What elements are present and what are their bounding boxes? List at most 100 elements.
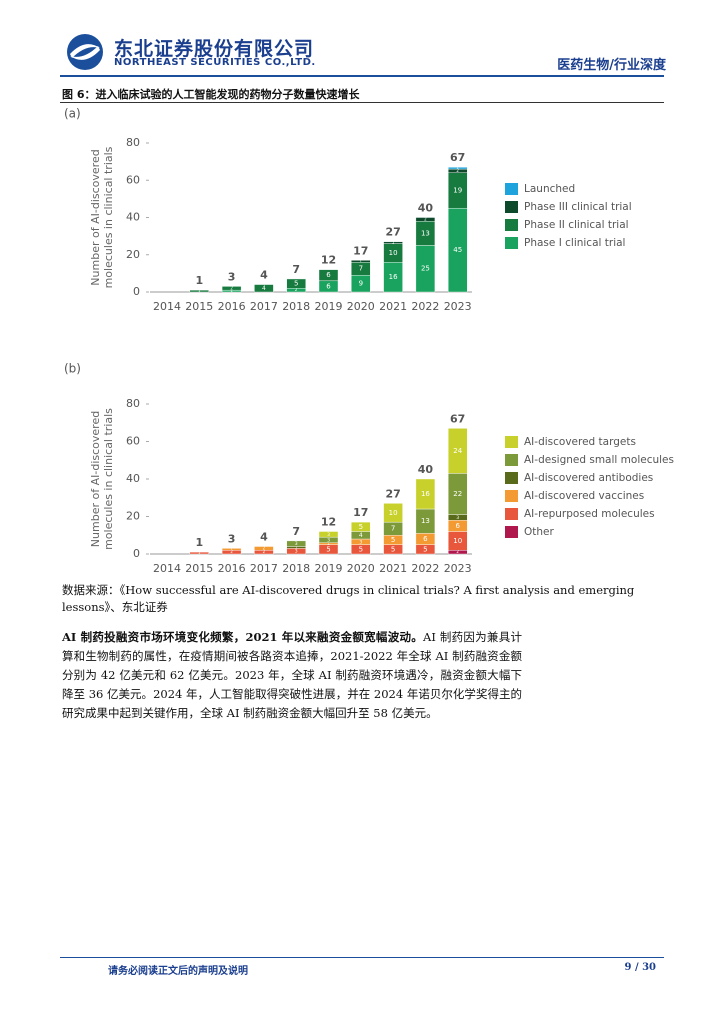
x-tick-label: 2018	[282, 562, 310, 575]
company-cn: 东北证券股份有限公司	[114, 38, 315, 60]
segment-label: 5	[391, 545, 395, 553]
legend-swatch	[505, 508, 518, 520]
bar-segment	[383, 241, 403, 244]
segment-label: 3	[456, 515, 459, 521]
total-label: 3	[228, 270, 236, 283]
segment-label: 2	[263, 549, 266, 554]
y-tick-label: 20	[126, 248, 140, 261]
y-tick-label: 60	[126, 435, 140, 448]
bar-segment	[254, 284, 274, 293]
y-axis-label: molecules in clinical trials	[102, 146, 115, 288]
segment-label: 2	[456, 168, 459, 173]
x-tick-label: 2020	[347, 300, 375, 313]
header-rule	[60, 75, 664, 77]
x-tick-label: 2020	[347, 562, 375, 575]
total-label: 12	[321, 254, 336, 267]
y-tick-label: 0	[133, 547, 140, 560]
x-tick-label: 2021	[379, 300, 407, 313]
segment-label: 2	[456, 549, 459, 554]
segment-label: 6	[326, 271, 331, 279]
panel-label: (a)	[64, 107, 81, 121]
bar-segment	[189, 289, 210, 293]
segment-label: 2	[424, 216, 427, 221]
segment-label: 3	[295, 549, 298, 555]
segment-label: 45	[453, 246, 462, 254]
x-tick-label: 2022	[411, 300, 439, 313]
segment-label: 1	[198, 550, 201, 555]
legend-label: Other	[524, 526, 554, 538]
figure-title: 图 6：进入临床试验的人工智能发现的药物分子数量快速增长	[62, 88, 360, 101]
x-tick-label: 2023	[444, 300, 472, 313]
segment-label: 1	[230, 546, 233, 551]
segment-label: 10	[389, 249, 398, 257]
x-tick-label: 2014	[153, 562, 181, 575]
legend-swatch	[505, 237, 518, 249]
total-label: 7	[292, 263, 300, 276]
logo	[67, 34, 103, 70]
bar-segment	[221, 548, 242, 551]
paragraph: AI 制药投融资市场环境变化频繁，2021 年以来融资金额宽幅波动。AI 制药因…	[62, 628, 522, 723]
segment-label: 13	[421, 517, 430, 525]
x-tick-label: 2019	[315, 562, 343, 575]
bar-segment	[221, 286, 242, 291]
segment-label: 16	[421, 490, 430, 498]
segment-label: 6	[326, 282, 331, 290]
page-number: 9 / 30	[624, 962, 657, 973]
segment-label: 2	[263, 545, 266, 550]
x-tick-label: 2015	[185, 562, 213, 575]
bar-segment	[189, 551, 210, 555]
segment-label: 1	[327, 541, 330, 546]
y-axis-label: Number of AI-discovered	[89, 411, 102, 547]
segment-label: 6	[455, 522, 460, 530]
segment-label: 2	[230, 285, 233, 290]
x-tick-label: 2019	[315, 300, 343, 313]
x-tick-label: 2021	[379, 562, 407, 575]
segment-label: 5	[326, 545, 330, 553]
legend-swatch	[505, 436, 518, 448]
legend-swatch	[505, 526, 518, 538]
legend-swatch	[505, 219, 518, 231]
legend-label: Phase I clinical trial	[524, 237, 625, 249]
y-axis-label: Number of AI-discovered	[89, 149, 102, 285]
legend-swatch	[505, 490, 518, 502]
total-label: 12	[321, 516, 336, 529]
segment-label: 25	[421, 265, 430, 273]
bar-segment	[286, 540, 306, 547]
y-tick-label: 60	[126, 173, 140, 186]
segment-label: 7	[359, 265, 363, 273]
bar-segment	[351, 521, 371, 532]
legend-swatch	[505, 454, 518, 466]
bar-segment	[286, 278, 306, 289]
segment-label: 1	[360, 258, 363, 263]
segment-label: 1	[198, 288, 201, 293]
segment-label: 4	[262, 285, 266, 292]
x-tick-label: 2022	[411, 562, 439, 575]
segment-label: 16	[389, 273, 398, 281]
segment-label: 1	[392, 240, 395, 245]
x-tick-label: 2023	[444, 562, 472, 575]
y-tick-label: 40	[126, 472, 140, 485]
y-axis-label: molecules in clinical trials	[102, 408, 115, 550]
y-tick-label: 80	[126, 397, 140, 410]
total-label: 4	[260, 531, 268, 544]
total-label: 27	[385, 487, 400, 500]
total-label: 40	[418, 463, 434, 476]
total-label: 27	[385, 226, 400, 239]
total-label: 1	[195, 274, 203, 287]
paragraph-body: AI 制药因为兼具计算和生物制药的属性，在疫情期间被各路资本追捧，2021-20…	[62, 630, 522, 720]
segment-label: 5	[359, 523, 363, 531]
panel-label: (b)	[64, 362, 81, 376]
legend-label: AI-discovered targets	[524, 436, 636, 448]
bar-segment	[383, 503, 403, 523]
y-tick-label: 80	[126, 136, 140, 149]
segment-label: 5	[423, 545, 427, 553]
total-label: 40	[418, 202, 434, 215]
total-label: 67	[450, 412, 465, 425]
segment-label: 3	[327, 537, 330, 543]
y-tick-label: 40	[126, 211, 140, 224]
segment-label: 5	[294, 280, 298, 288]
segment-label: 19	[453, 186, 462, 194]
company-en: NORTHEAST SECURITIES CO.,LTD.	[114, 57, 316, 68]
segment-label: 10	[453, 537, 462, 545]
bar-segment	[351, 260, 371, 263]
